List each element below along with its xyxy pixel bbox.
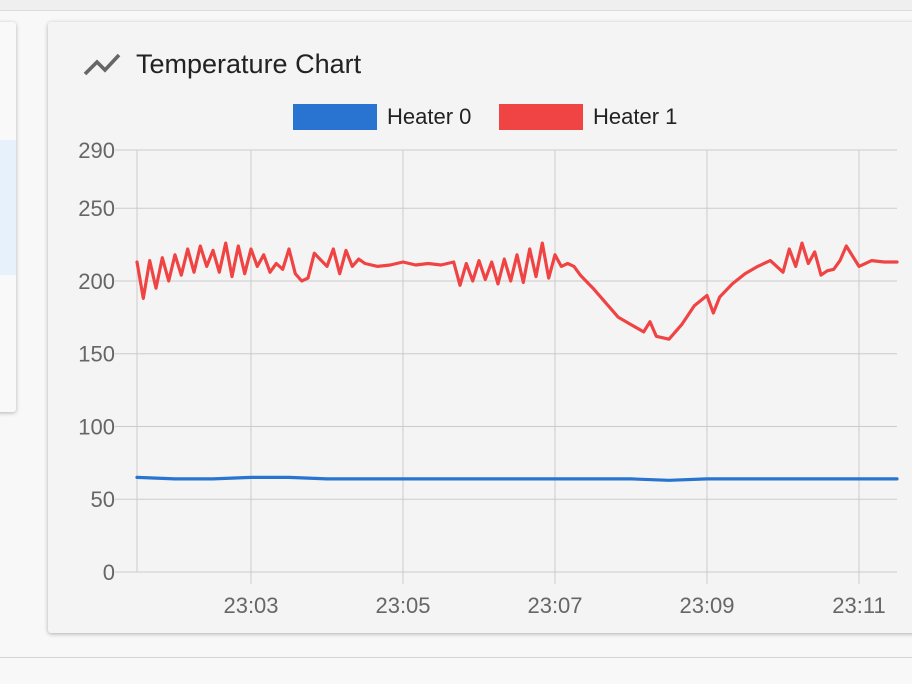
legend-swatch-heater-1[interactable] [499, 104, 583, 130]
temperature-chart-card: Temperature Chart [48, 22, 912, 633]
x-tick-label: 23:05 [375, 593, 430, 618]
chart-grid [115, 149, 897, 584]
y-tick-label: 250 [78, 196, 115, 221]
series-line-heater-0 [135, 475, 899, 482]
show-chart-icon [83, 53, 121, 76]
legend-label-heater-0[interactable]: Heater 0 [387, 104, 471, 129]
y-tick-label: 150 [78, 342, 115, 367]
y-tick-label: 100 [78, 414, 115, 439]
chart-series [135, 241, 899, 482]
y-tick-label: 50 [91, 487, 115, 512]
top-panel-edge [0, 0, 912, 11]
legend-label-heater-1[interactable]: Heater 1 [593, 104, 677, 129]
chart-title: Temperature Chart [136, 48, 362, 79]
bottom-divider [0, 657, 912, 658]
chart-card-header: Temperature Chart [82, 46, 361, 82]
x-tick-label: 23:09 [679, 593, 734, 618]
legend-swatch-heater-0[interactable] [293, 104, 377, 130]
x-tick-label: 23:07 [527, 593, 582, 618]
left-side-card [0, 22, 16, 412]
y-tick-label: 0 [103, 560, 115, 585]
chart-axes: 0 50 100 150 200 250 290 23:03 23:05 23:07 23:09 23… [78, 138, 885, 618]
x-tick-label: 23:11 [832, 593, 885, 618]
y-tick-label: 290 [78, 138, 115, 163]
series-line-heater-1 [135, 241, 899, 341]
x-tick-label: 23:03 [223, 593, 278, 618]
y-tick-label: 200 [78, 269, 115, 294]
left-card-highlight [0, 140, 16, 275]
chart-legend: Heater 0 Heater 1 [293, 104, 677, 130]
